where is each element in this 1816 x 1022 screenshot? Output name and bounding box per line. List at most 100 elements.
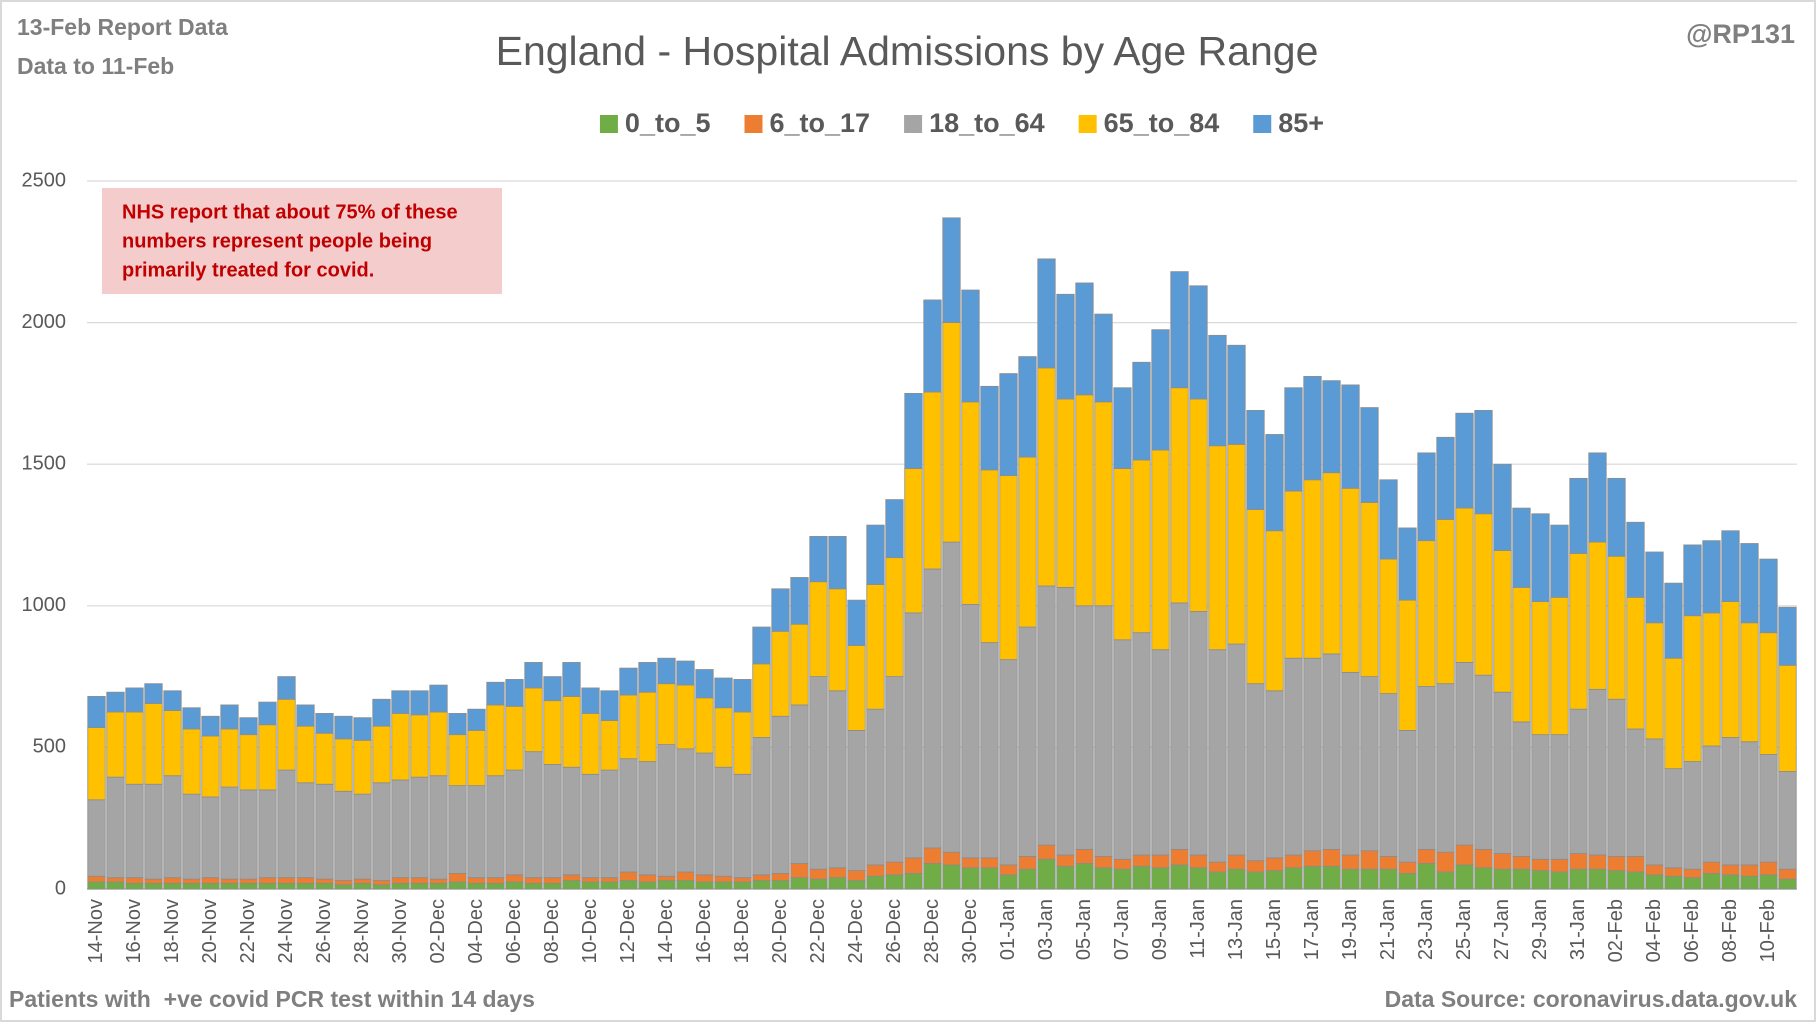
- bar-segment: [600, 877, 619, 883]
- bar-segment: [201, 877, 220, 884]
- bar-segment: [1113, 858, 1132, 870]
- bar-segment: [334, 790, 353, 881]
- bar-segment: [1493, 691, 1512, 855]
- bar-segment: [201, 796, 220, 879]
- bar-segment: [980, 385, 999, 471]
- bar-segment: [638, 874, 657, 883]
- bar-segment: [1284, 657, 1303, 856]
- bar-segment: [201, 735, 220, 798]
- bar-segment: [315, 783, 334, 880]
- bar-segment: [372, 880, 391, 886]
- x-tick-label: 21-Jan: [1377, 899, 1399, 960]
- bar-segment: [315, 878, 334, 884]
- bar-segment: [1018, 456, 1037, 628]
- bar-segment: [1379, 558, 1398, 694]
- footer-note: Patients with +ve covid PCR test within …: [9, 986, 535, 1012]
- bar-segment: [847, 880, 866, 890]
- bar-segment: [1170, 602, 1189, 850]
- bar-segment: [543, 763, 562, 879]
- bar-segment: [334, 715, 353, 740]
- bar-segment: [999, 874, 1018, 890]
- annotation-box: [102, 188, 502, 294]
- x-tick-label: 28-Nov: [351, 899, 373, 963]
- bar-segment: [771, 630, 790, 717]
- bar-segment: [733, 679, 752, 713]
- bar-segment: [1664, 657, 1683, 770]
- annotation-text: NHS report that about 75% of these: [122, 201, 458, 223]
- bar-segment: [999, 864, 1018, 876]
- bar-segment: [619, 694, 638, 760]
- bar-segment: [1132, 361, 1151, 461]
- bar-segment: [353, 878, 372, 884]
- bar-segment: [1227, 854, 1246, 870]
- bar-segment: [1322, 653, 1341, 850]
- x-tick-label: 10-Feb: [1757, 899, 1779, 962]
- bar-segment: [524, 687, 543, 753]
- bar-segment: [1303, 657, 1322, 852]
- bar-segment: [1018, 626, 1037, 857]
- bar-segment: [1759, 754, 1778, 863]
- bar-segment: [1588, 541, 1607, 690]
- bar-segment: [448, 713, 467, 736]
- x-tick-label: 06-Dec: [503, 899, 525, 963]
- bar-segment: [144, 882, 163, 890]
- bar-segment: [828, 867, 847, 879]
- bar-segment: [1569, 553, 1588, 710]
- x-tick-label: 13-Jan: [1225, 899, 1247, 960]
- bar-segment: [1588, 452, 1607, 543]
- bar-segment: [125, 711, 144, 785]
- bar-segment: [201, 882, 220, 890]
- bar-segment: [277, 676, 296, 700]
- bar-segment: [1645, 622, 1664, 740]
- bar-segment: [1379, 479, 1398, 560]
- bar-segment: [1170, 848, 1189, 866]
- bar-segment: [1303, 479, 1322, 659]
- bar-segment: [467, 730, 486, 787]
- bar-segment: [1417, 540, 1436, 687]
- bar-segment: [505, 705, 524, 771]
- x-tick-label: 07-Jan: [1111, 899, 1133, 960]
- x-tick-label: 29-Jan: [1529, 899, 1551, 960]
- bar-segment: [866, 524, 885, 585]
- bar-segment: [1037, 585, 1056, 846]
- bar-segment: [980, 867, 999, 890]
- y-tick-label: 2500: [22, 169, 67, 191]
- bar-segment: [885, 557, 904, 678]
- x-tick-label: 19-Jan: [1339, 899, 1361, 960]
- bar-segment: [1246, 860, 1265, 873]
- bar-segment: [182, 878, 201, 884]
- bar-segment: [619, 758, 638, 873]
- bar-segment: [562, 880, 581, 890]
- bar-segment: [1531, 734, 1550, 860]
- bar-segment: [410, 776, 429, 879]
- bar-segment: [1037, 858, 1056, 890]
- bar-segment: [1056, 865, 1075, 890]
- bar-segment: [410, 690, 429, 716]
- bar-segment: [429, 775, 448, 880]
- bar-segment: [277, 698, 296, 771]
- bar-segment: [1721, 737, 1740, 866]
- bar-segment: [543, 676, 562, 702]
- bar-segment: [1569, 477, 1588, 554]
- bar-segment: [296, 877, 315, 884]
- bar-segment: [1094, 856, 1113, 869]
- bar-segment: [543, 700, 562, 765]
- bar-segment: [505, 881, 524, 890]
- bar-segment: [1417, 686, 1436, 850]
- legend-label: 65_to_84: [1104, 108, 1220, 138]
- bar-segment: [543, 877, 562, 884]
- bar-segment: [562, 662, 581, 697]
- bar-segment: [1721, 530, 1740, 602]
- bar-segment: [524, 877, 543, 884]
- bar-segment: [1455, 662, 1474, 846]
- bar-segment: [752, 874, 771, 881]
- bar-segment: [1436, 436, 1455, 520]
- bar-segment: [790, 704, 809, 864]
- bar-segment: [695, 752, 714, 876]
- bar-segment: [942, 851, 961, 866]
- bar-segment: [1113, 639, 1132, 860]
- bar-segment: [87, 696, 106, 728]
- bar-segment: [866, 584, 885, 710]
- bar-segment: [942, 541, 961, 853]
- bar-segment: [923, 863, 942, 890]
